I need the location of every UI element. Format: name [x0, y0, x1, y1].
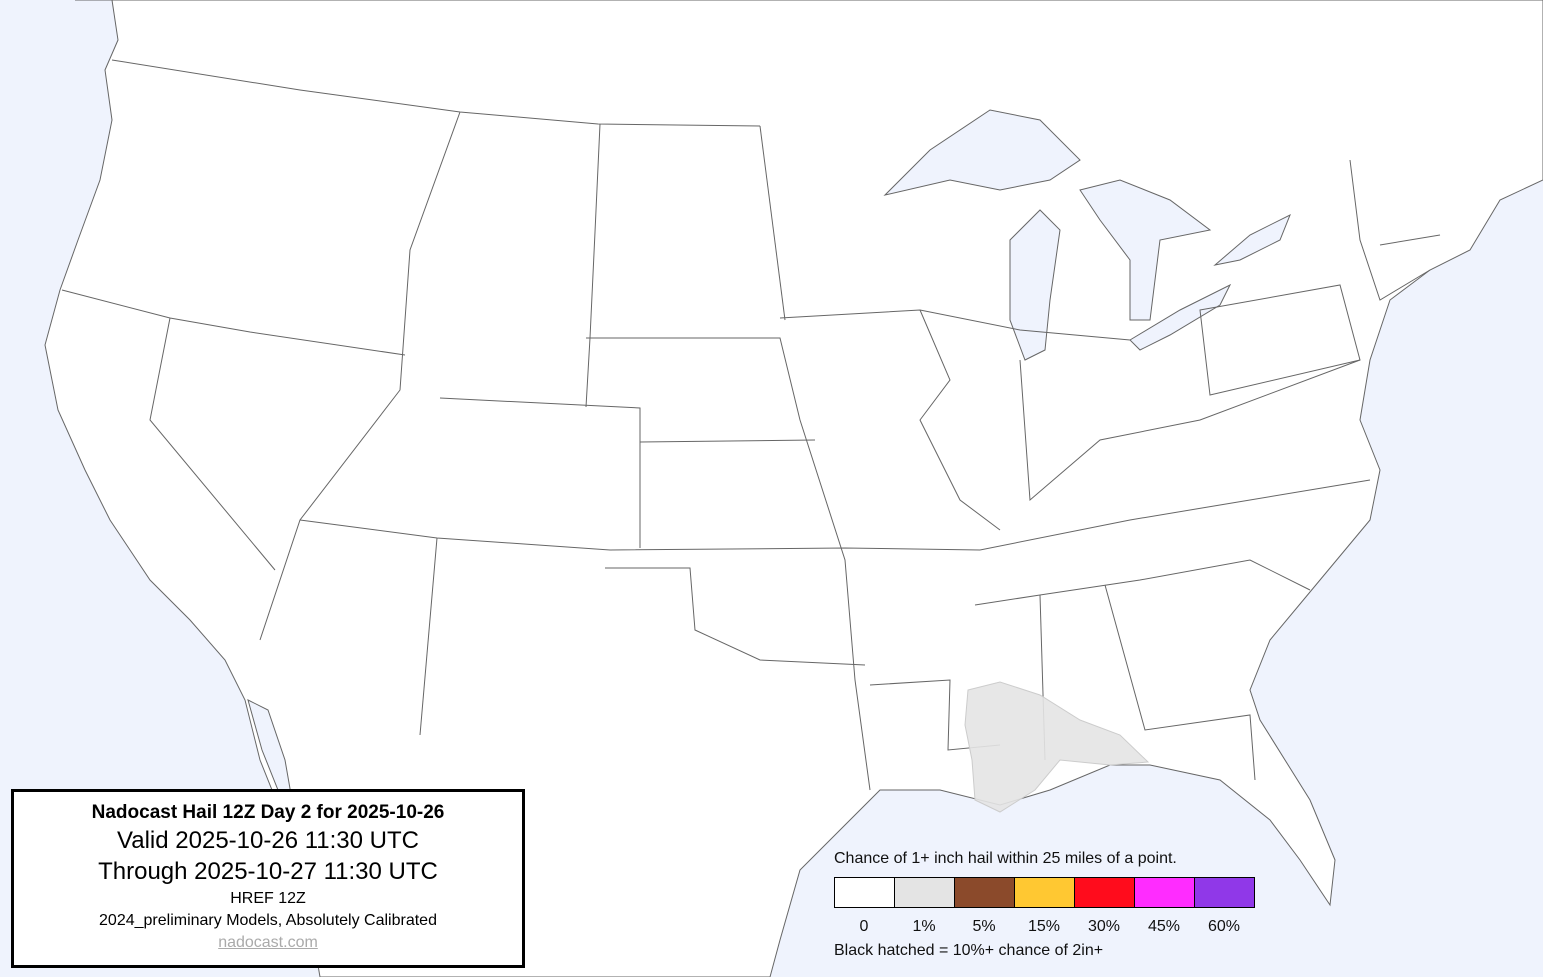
legend-label: 30%	[1087, 918, 1121, 935]
land	[44, 0, 1543, 977]
legend-swatch	[895, 878, 955, 907]
legend-title: Chance of 1+ inch hail within 25 miles o…	[834, 850, 1177, 867]
through-time: Through 2025-10-27 11:30 UTC	[98, 858, 438, 885]
legend-labels: 0 1% 5% 15% 30% 45% 60%	[834, 918, 1254, 936]
legend-swatch	[1195, 878, 1254, 907]
legend-swatch	[835, 878, 895, 907]
calibration-note: 2024_preliminary Models, Absolutely Cali…	[99, 912, 437, 929]
forecast-title: Nadocast Hail 12Z Day 2 for 2025-10-26	[91, 802, 445, 823]
hail-area-1-percent	[964, 681, 1150, 813]
legend-label: 0	[859, 918, 869, 935]
legend-color-bar	[834, 877, 1255, 908]
model-name: HREF 12Z	[230, 890, 306, 907]
legend: Chance of 1+ inch hail within 25 miles o…	[834, 850, 1255, 960]
legend-label: 5%	[972, 918, 996, 935]
state-borders	[61, 59, 1441, 791]
legend-swatch	[1135, 878, 1195, 907]
legend-swatch	[955, 878, 1015, 907]
legend-label: 45%	[1147, 918, 1181, 935]
great-lakes	[883, 109, 1291, 361]
legend-swatch	[1075, 878, 1135, 907]
forecast-info-box: Nadocast Hail 12Z Day 2 for 2025-10-26 V…	[11, 789, 525, 968]
legend-label: 1%	[912, 918, 936, 935]
legend-swatch	[1015, 878, 1075, 907]
valid-time: Valid 2025-10-26 11:30 UTC	[117, 827, 419, 854]
nadocast-link[interactable]: nadocast.com	[218, 934, 318, 951]
legend-label: 60%	[1207, 918, 1241, 935]
legend-label: 15%	[1027, 918, 1061, 935]
hatch-note: Black hatched = 10%+ chance of 2in+	[834, 942, 1104, 959]
